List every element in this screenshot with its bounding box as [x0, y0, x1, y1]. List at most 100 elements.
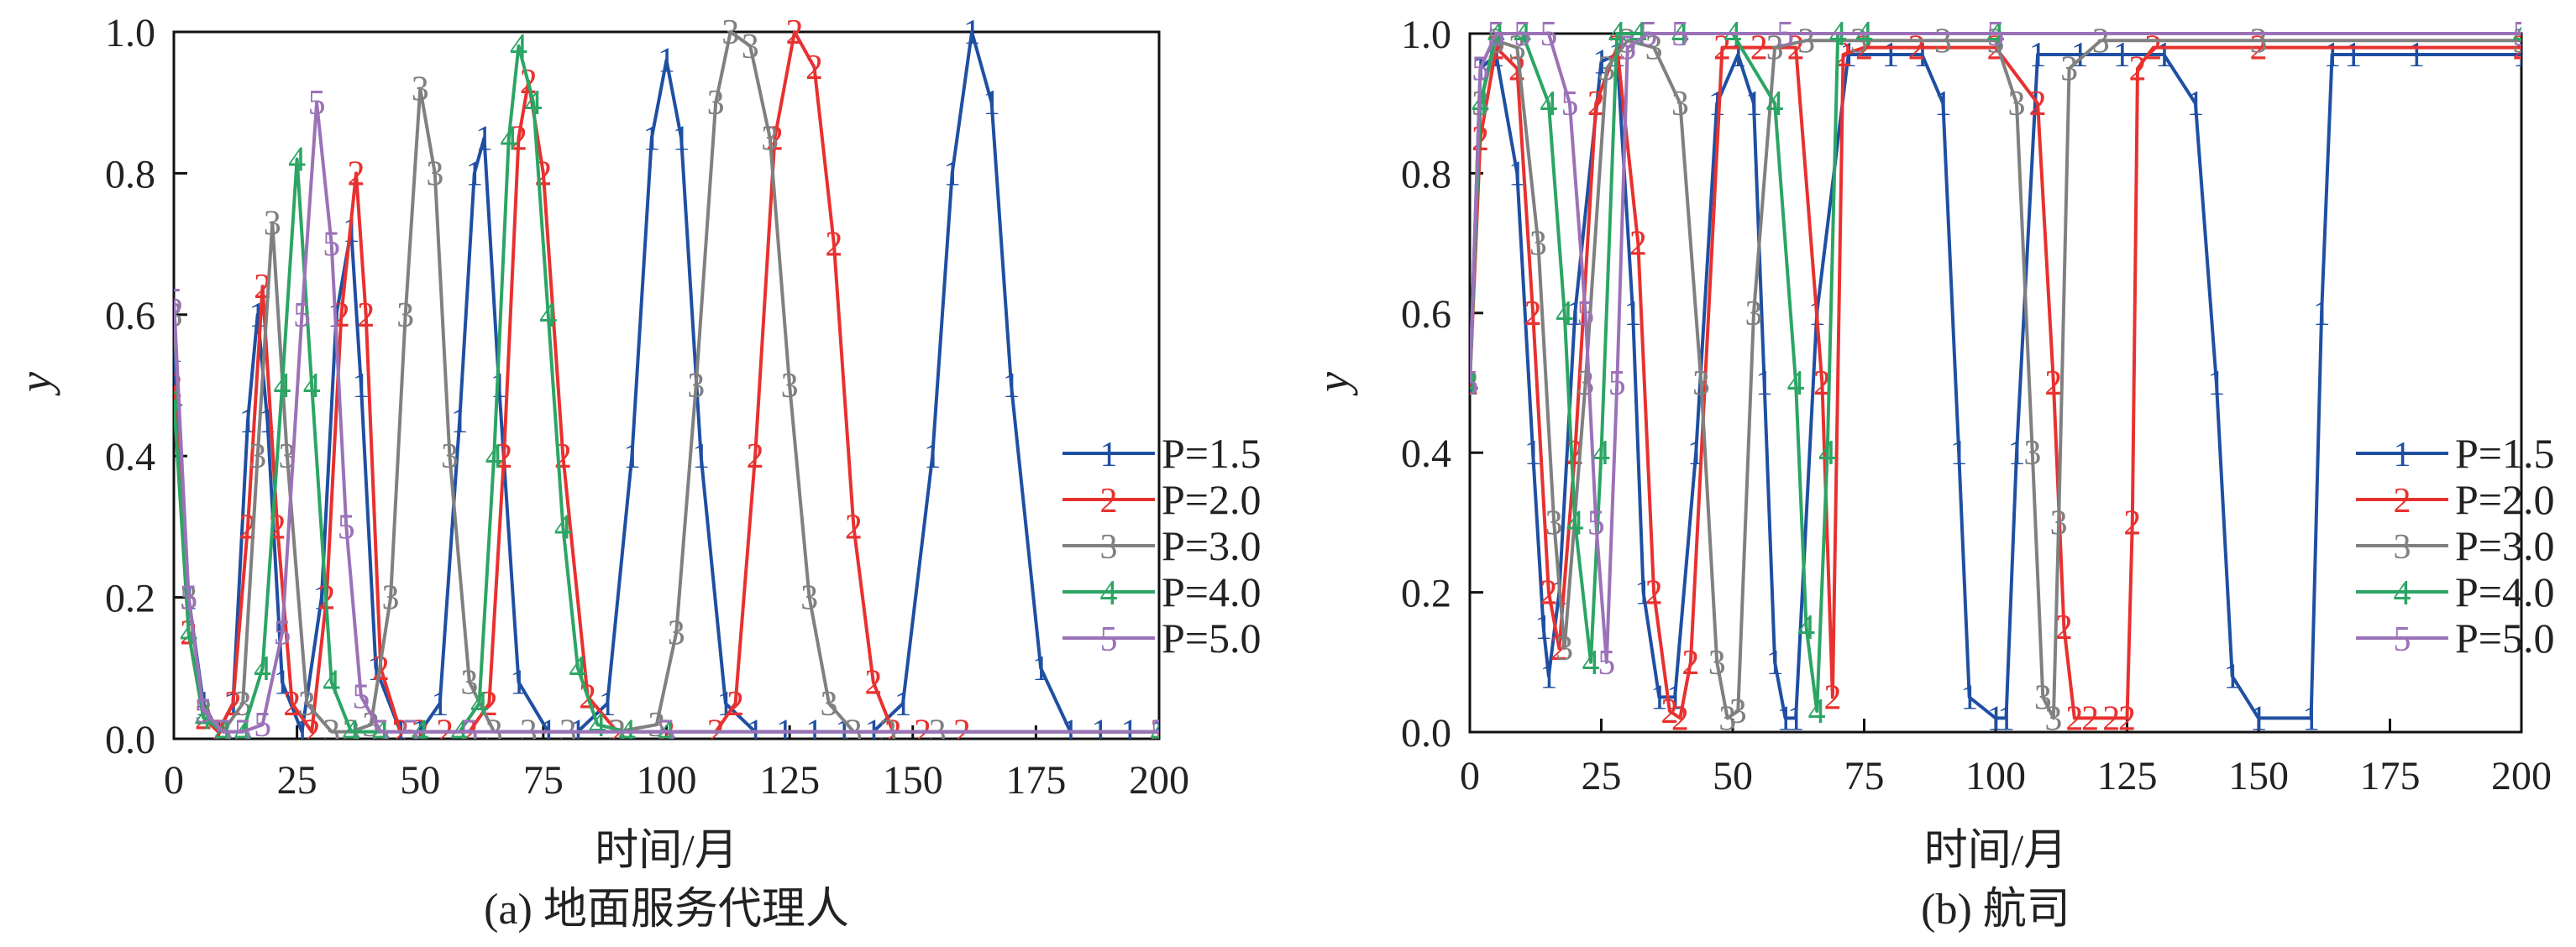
y-axis-label: y [1308, 372, 1358, 396]
data-point-marker: 1 [2323, 36, 2341, 75]
x-tick-label: 25 [277, 758, 317, 803]
x-tick-label: 175 [2360, 754, 2421, 798]
legend-item: 5 P=5.0 [1062, 615, 1262, 662]
data-point-marker: 2 [1151, 714, 1168, 752]
data-point-marker: 2 [805, 49, 823, 87]
legend-marker: 1 [2394, 436, 2411, 474]
data-point-marker: 1 [1950, 434, 1968, 473]
data-point-marker: 2 [357, 296, 375, 335]
data-point-marker: 3 [1577, 364, 1594, 403]
data-point-marker: 4 [343, 714, 360, 752]
legend-item: 4 P=4.0 [2356, 568, 2555, 615]
legend-item: 3 P=3.0 [1062, 522, 1262, 569]
legend-item: 2 P=2.0 [1062, 476, 1262, 523]
data-point-marker: 1 [1535, 609, 1552, 647]
data-point-marker: 2 [303, 714, 321, 752]
data-point-marker: 5 [1671, 15, 1689, 54]
data-point-marker: 1 [623, 437, 641, 476]
data-point-marker: 2 [1645, 574, 1663, 613]
data-point-marker: 5 [1640, 15, 1657, 54]
data-point-marker: 3 [1766, 29, 1784, 68]
chart-panel-b: 0 25 50 75 100 125 150 175 2000.00.20.40.60.81.0… [1308, 13, 2555, 934]
data-point-marker: 4 [1766, 85, 1784, 123]
data-point-marker: 1 [451, 402, 469, 441]
data-point-marker: 5 [254, 706, 271, 745]
y-tick-label: 0.0 [1401, 711, 1451, 756]
data-point-marker: 1 [465, 154, 483, 193]
data-point-marker: 1 [491, 367, 508, 405]
data-point-marker: 3 [742, 28, 759, 66]
panel-caption: (a) 地面服务代理人 [484, 886, 849, 934]
legend-label: P=4.0 [2455, 568, 2555, 615]
data-point-marker: 1 [1745, 85, 1763, 123]
data-point-marker: 5 [274, 615, 291, 653]
data-point-marker: 1 [431, 685, 449, 724]
data-point-marker: 4 [539, 296, 557, 335]
data-point-marker: 3 [1556, 630, 1573, 668]
data-point-marker: 1 [895, 685, 912, 724]
x-tick-label: 200 [1129, 758, 1189, 803]
data-point-marker: 2 [1713, 29, 1731, 68]
data-point-marker: 2 [2129, 50, 2147, 89]
data-point-marker: 3 [1619, 22, 1636, 60]
x-tick-label: 50 [400, 758, 440, 803]
data-point-marker: 1 [1776, 699, 1794, 738]
data-point-marker: 3 [298, 685, 316, 724]
data-point-marker: 3 [1598, 50, 1615, 89]
data-point-marker: 3 [1508, 29, 1526, 68]
data-point-marker: 2 [727, 685, 744, 724]
data-point-marker: 5 [1514, 15, 1531, 54]
data-point-marker: 2 [510, 119, 527, 158]
y-tick-label: 0.6 [1401, 292, 1451, 337]
series-line [1470, 32, 2521, 664]
data-point-marker: 2 [1813, 364, 1831, 403]
data-point-marker: 1 [2302, 699, 2320, 738]
x-tick-label: 0 [164, 758, 184, 803]
data-point-marker: 1 [673, 119, 690, 158]
data-point-marker: 1 [1755, 364, 1773, 403]
chart-panel-a: 0 25 50 75 100 125 150 175 2000.00.20.40.60.81.0… [10, 11, 1262, 934]
legend-label: P=2.0 [2455, 476, 2555, 523]
legend-item: 1 P=1.5 [2356, 430, 2555, 477]
x-tick-label: 0 [1460, 754, 1480, 798]
data-point-marker: 1 [963, 13, 981, 52]
data-point-marker: 3 [1461, 364, 1479, 403]
data-point-marker: 5 [1619, 29, 1636, 68]
legend-label: P=3.0 [2455, 522, 2555, 569]
data-point-marker: 4 [274, 367, 291, 405]
legend-marker: 5 [2394, 620, 2411, 659]
data-point-marker: 4 [1787, 364, 1805, 403]
data-point-marker: 3 [687, 367, 705, 405]
data-point-marker: 4 [323, 664, 340, 703]
legend-item: 5 P=5.0 [2356, 615, 2555, 662]
data-point-marker: 1 [475, 119, 493, 158]
data-point-marker: 4 [470, 685, 488, 724]
legend-label: P=4.0 [1162, 568, 1262, 615]
data-point-marker: 3 [2250, 22, 2268, 60]
data-point-marker: 5 [1487, 15, 1505, 54]
data-point-marker: 5 [1598, 644, 1615, 683]
data-point-marker: 5 [234, 714, 252, 752]
data-point-marker: 4 [1592, 434, 1610, 473]
data-point-marker: 5 [1540, 15, 1557, 54]
data-point-marker: 5 [1472, 50, 1489, 89]
data-point-marker: 2 [864, 664, 882, 703]
data-point-marker: 3 [264, 204, 281, 243]
data-point-marker: 3 [1850, 22, 1868, 60]
data-point-marker: 5 [195, 692, 212, 730]
data-point-marker: 4 [569, 650, 586, 688]
data-point-marker: 5 [352, 678, 370, 716]
data-point-marker: 4 [1797, 609, 1815, 647]
data-point-marker: 2 [1660, 693, 1678, 731]
data-point-marker: 5 [1561, 85, 1578, 123]
series-line [174, 101, 1159, 734]
legend-label: P=2.0 [1162, 476, 1262, 523]
data-point-marker: 5 [2513, 15, 2531, 54]
data-point-marker: 5 [658, 714, 675, 752]
data-point-marker: 3 [1671, 85, 1689, 123]
data-point-marker: 3 [1151, 714, 1168, 752]
data-point-marker: 4 [288, 141, 306, 180]
data-point-marker: 3 [1545, 504, 1563, 542]
data-point-marker: 3 [800, 579, 818, 618]
data-point-marker: 1 [1934, 85, 1952, 123]
